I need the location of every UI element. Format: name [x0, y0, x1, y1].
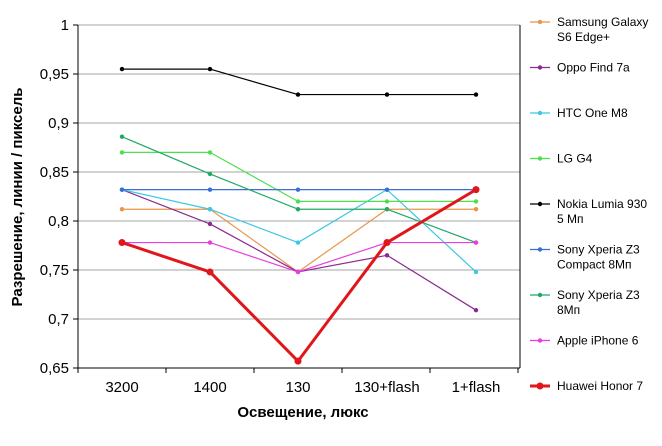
- series-line: [122, 241, 476, 273]
- y-tick-label: 0,9: [48, 115, 69, 132]
- data-point: [384, 207, 390, 212]
- y-tick-label: 0,95: [40, 66, 69, 83]
- x-tick-label: 130+flash: [354, 379, 419, 396]
- data-point: [383, 239, 391, 247]
- legend-swatch-marker: [537, 110, 543, 116]
- legend-item: Huawei Honor 7: [530, 379, 643, 393]
- data-point: [295, 207, 301, 212]
- data-point: [384, 187, 390, 192]
- data-point: [295, 240, 301, 245]
- y-axis-title: Разрешение, линии / пиксель: [9, 88, 26, 307]
- data-point: [207, 240, 213, 245]
- legend-label: 8Мп: [557, 303, 580, 317]
- legend-swatch-marker: [537, 338, 543, 343]
- data-point: [295, 187, 301, 192]
- legend-item: HTC One M8: [530, 106, 628, 120]
- series-line: [122, 68, 476, 96]
- data-point: [473, 307, 479, 313]
- data-point: [207, 66, 213, 72]
- legend-label: Oppo Find 7a: [557, 61, 630, 75]
- data-point: [473, 240, 479, 245]
- series: [119, 187, 479, 313]
- legend-label: Samsung Galaxy: [557, 15, 648, 29]
- y-tick-label: 0,7: [48, 311, 69, 328]
- legend-label: Sony Xperia Z3: [557, 288, 640, 302]
- data-point: [207, 221, 213, 227]
- data-point: [384, 253, 390, 258]
- axes-layer: 1 0,95 0,9 0,85 0,8 0,75 0,7 0,65 3200 1400 130 130…: [40, 17, 521, 396]
- legend-label: 5 Мп: [557, 212, 584, 226]
- series: [118, 186, 480, 365]
- legend-swatch-marker: [536, 382, 544, 390]
- legend-item: Oppo Find 7a: [530, 61, 630, 75]
- data-point: [207, 207, 213, 212]
- data-point: [473, 92, 479, 97]
- legend-swatch-marker: [537, 19, 543, 25]
- legend-swatch-marker: [537, 201, 543, 207]
- legend-label: S6 Edge+: [557, 30, 610, 44]
- series: [119, 240, 479, 275]
- legend-swatch-marker: [537, 247, 543, 252]
- data-point: [294, 357, 302, 365]
- x-tick-label: 130: [285, 379, 310, 396]
- data-point: [473, 199, 479, 204]
- data-point: [119, 187, 125, 192]
- data-point: [119, 134, 125, 139]
- data-point: [119, 207, 125, 212]
- legend-swatch-marker: [537, 65, 543, 70]
- data-point: [118, 239, 126, 247]
- data-point: [119, 150, 125, 155]
- series: [119, 150, 479, 204]
- legend-label: Apple iPhone 6: [557, 334, 639, 348]
- data-point: [472, 186, 480, 194]
- x-tick-label: 3200: [105, 379, 138, 396]
- legend-label: Compact 8Мп: [557, 258, 632, 272]
- data-point: [473, 269, 479, 275]
- data-point: [384, 92, 390, 97]
- legend-swatch-marker: [537, 156, 543, 161]
- data-point: [473, 207, 479, 212]
- legend-item: LG G4: [530, 152, 593, 166]
- legend-label: Sony Xperia Z3: [557, 243, 640, 257]
- legend-label: HTC One M8: [557, 106, 628, 120]
- series-line: [121, 188, 477, 363]
- legend-label: LG G4: [557, 152, 593, 166]
- data-point: [295, 269, 301, 275]
- y-tick-label: 0,85: [40, 164, 69, 181]
- series-line: [122, 208, 476, 273]
- x-tick-label: 1400: [193, 379, 226, 396]
- series: [119, 187, 479, 192]
- data-point: [384, 199, 390, 204]
- legend-swatch-marker: [537, 292, 543, 298]
- data-point: [207, 187, 213, 192]
- x-tick-label: 1+flash: [452, 379, 501, 396]
- data-point: [295, 199, 301, 204]
- legend-label: Nokia Lumia 930: [557, 197, 647, 211]
- y-tick-label: 0,75: [40, 262, 69, 279]
- series: [119, 66, 479, 97]
- legend-label: Huawei Honor 7: [557, 379, 643, 393]
- series-layer: [118, 66, 480, 365]
- data-point: [295, 92, 301, 97]
- data-point: [119, 66, 125, 72]
- y-tick-label: 0,8: [48, 213, 69, 230]
- data-point: [206, 268, 214, 276]
- data-point: [207, 150, 213, 155]
- y-tick-label: 1: [61, 17, 69, 34]
- data-point: [207, 171, 213, 177]
- series: [119, 207, 479, 275]
- y-tick-label: 0,65: [40, 360, 69, 377]
- grid-layer: [78, 24, 520, 369]
- x-axis-title: Освещение, люкс: [237, 404, 368, 421]
- legend-item: Apple iPhone 6: [530, 334, 639, 348]
